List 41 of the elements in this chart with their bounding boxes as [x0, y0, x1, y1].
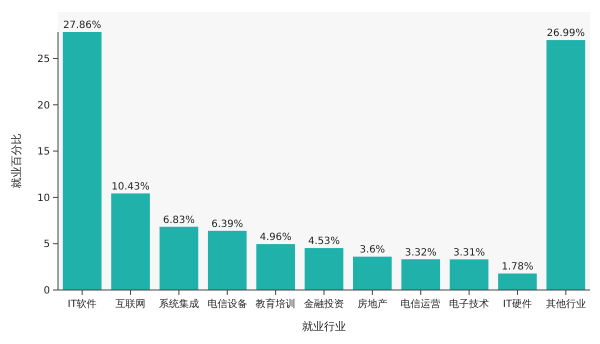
y-tick-label: 10 — [37, 192, 50, 204]
bar — [546, 40, 586, 290]
data-label: 26.99% — [546, 28, 585, 40]
data-label: 4.96% — [260, 232, 292, 244]
data-label: 6.39% — [211, 218, 244, 230]
bar — [208, 230, 247, 290]
x-axis-title: 就业行业 — [302, 320, 346, 333]
data-label: 3.6% — [360, 244, 386, 256]
bar — [353, 256, 392, 290]
bar — [401, 259, 440, 290]
bar — [62, 32, 102, 290]
y-axis-title: 就业百分比 — [10, 134, 23, 188]
data-label: 4.53% — [308, 236, 340, 248]
bar — [304, 248, 344, 290]
x-tick-label: IT软件 — [68, 298, 97, 310]
y-tick-label: 5 — [44, 239, 50, 250]
data-label: 10.43% — [111, 181, 150, 192]
y-tick-label: 20 — [37, 100, 50, 112]
data-label: 3.32% — [404, 247, 437, 258]
bar — [160, 226, 198, 290]
y-tick-label: 25 — [37, 54, 50, 65]
data-label: 6.83% — [163, 214, 195, 226]
x-tick-label: 系统集成 — [158, 298, 199, 310]
data-label: 3.31% — [453, 247, 485, 258]
x-tick-label: IT硬件 — [502, 299, 532, 310]
bar — [111, 193, 150, 290]
data-label: 1.78% — [502, 262, 534, 273]
x-tick-label: 电信设备 — [207, 298, 248, 310]
bar — [256, 244, 295, 290]
data-label: 27.86% — [63, 20, 102, 31]
x-tick-label: 电信运营 — [400, 298, 441, 310]
x-tick-label: 房地产 — [357, 298, 388, 310]
bar — [450, 259, 488, 290]
x-tick-label: 教育培训 — [256, 298, 296, 310]
x-tick-label: 互联网 — [116, 298, 146, 310]
x-tick-label: 其他行业 — [546, 298, 586, 310]
x-tick-label: 电子技术 — [449, 298, 490, 310]
bar — [498, 274, 537, 290]
x-tick-label: 金融投资 — [304, 298, 344, 310]
y-tick-label: 0 — [44, 286, 50, 296]
y-tick-label: 15 — [37, 146, 50, 158]
